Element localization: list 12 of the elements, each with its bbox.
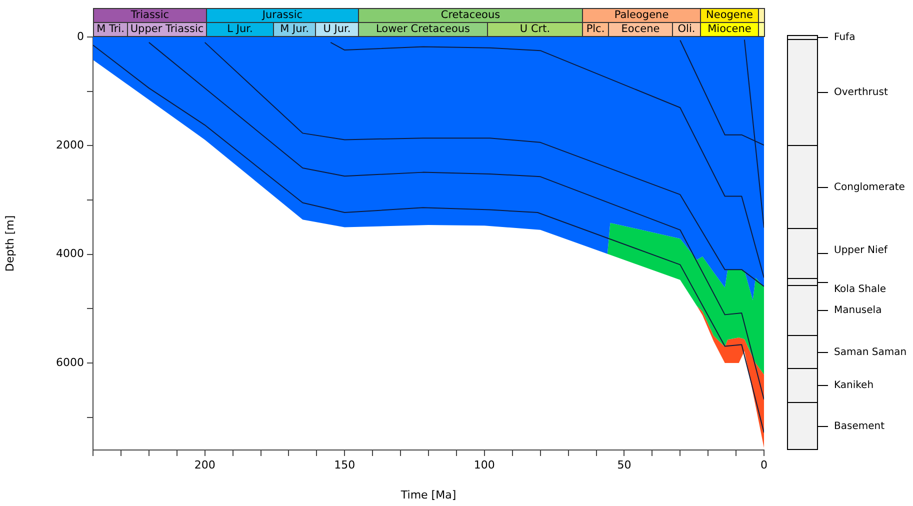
y-axis-title: Depth [m]	[3, 215, 16, 272]
x-tick-label: 50	[617, 458, 632, 472]
x-tick-label: 200	[194, 458, 216, 472]
x-tick-label: 100	[474, 458, 495, 472]
x-axis-title: Time [Ma]	[400, 488, 456, 502]
geologic-time-scale: Triassic Jurassic Cretaceous Paleogene Neogene M Tri. Upper Triassic L Jur. M Jur. U Jur. Lower Cretaceous U Crt. Plc. Eocene Oli. Miocene	[93, 8, 764, 37]
y-tick-label: 2000	[56, 138, 84, 152]
y-tick-label: 0	[77, 30, 84, 43]
x-tick-label: 0	[760, 458, 768, 472]
y-tick-label: 6000	[56, 356, 84, 369]
x-tick-label: 150	[334, 458, 356, 472]
y-tick-label: 4000	[56, 247, 84, 260]
